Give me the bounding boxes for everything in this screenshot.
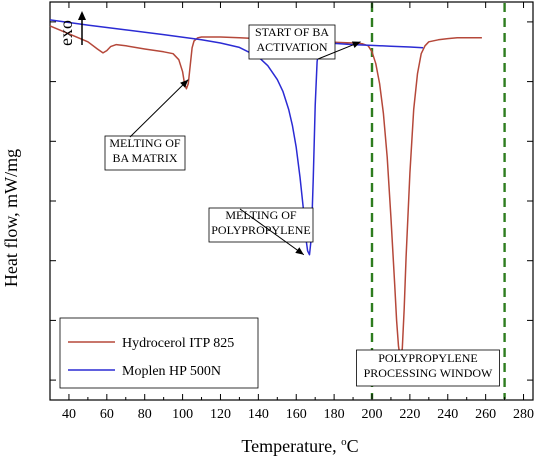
legend-box [59, 317, 259, 389]
x-axis-title: Temperature, oC [241, 436, 358, 456]
legend-label: Hydrocerol ITP 825 [122, 336, 234, 351]
annotation-text: PROCESSING WINDOW [364, 366, 493, 380]
x-tick-label: 120 [210, 407, 231, 422]
annotation-box [208, 207, 314, 243]
annotation-text: POLYPROPYLENE [378, 351, 477, 365]
x-tick-label: 80 [138, 407, 152, 422]
annotation-text: BA MATRIX [112, 151, 177, 165]
annotation-text: MELTING OF [225, 208, 297, 222]
annotation-box [356, 349, 500, 387]
y-axis-title: Heat flow, mW/mg [1, 149, 21, 287]
x-tick-label: 240 [437, 407, 458, 422]
x-tick-label: 220 [399, 407, 420, 422]
x-tick-label: 60 [100, 407, 114, 422]
x-tick-label: 40 [62, 407, 76, 422]
exo-arrowhead [78, 11, 86, 20]
annotation-text: MELTING OF [109, 136, 181, 150]
annotation-box [104, 135, 186, 171]
legend-label: Moplen HP 500N [122, 364, 221, 379]
x-tick-label: 180 [324, 407, 345, 422]
annotation-arrowhead [351, 41, 361, 49]
x-tick-label: 200 [362, 407, 383, 422]
exo-indicator: exo [56, 11, 86, 46]
x-tick-label: 260 [475, 407, 496, 422]
x-tick-label: 140 [248, 407, 269, 422]
annotation-arrow [129, 79, 189, 138]
x-tick-label: 280 [513, 407, 534, 422]
annotation-text: POLYPROPYLENE [211, 223, 310, 237]
x-tick-label: 160 [286, 407, 307, 422]
annotation-text: ACTIVATION [256, 40, 327, 54]
annotation-arrowhead [180, 79, 189, 88]
exo-label: exo [56, 20, 76, 46]
annotation-arrowhead [295, 247, 304, 255]
series-line-hydrocerol [49, 25, 482, 359]
annotation-arrow [239, 208, 305, 256]
annotation-text: START OF BA [255, 25, 329, 39]
annotation-box [248, 24, 336, 60]
x-tick-label: 100 [172, 407, 193, 422]
